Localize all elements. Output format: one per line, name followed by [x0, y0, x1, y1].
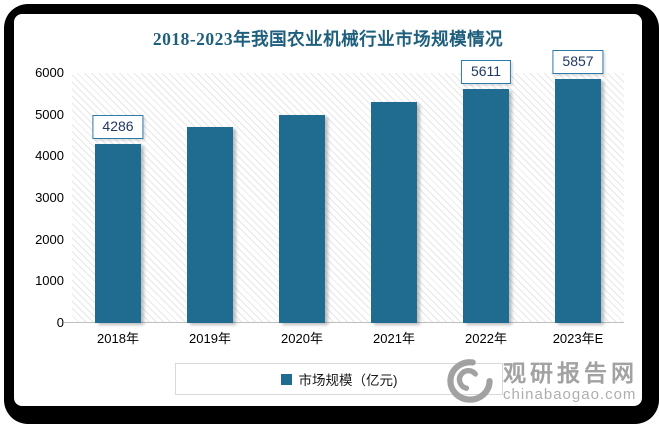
x-tick-label: 2018年: [97, 331, 139, 346]
plot-area: 4286 5611 5857: [64, 49, 624, 323]
bar-2023年E: [555, 78, 601, 323]
x-tick-label: 2023年E: [552, 331, 604, 346]
legend-label: 市场规模（亿元): [298, 373, 398, 388]
bar-2020年: [279, 114, 325, 323]
watermark-domain: chinabaogao.com: [503, 386, 637, 403]
bar-2021年: [371, 101, 417, 323]
x-tick-label: 2021年: [373, 331, 415, 346]
legend: 市场规模（亿元): [175, 363, 503, 395]
y-tick-label: 1000: [35, 273, 64, 289]
y-tick-label: 0: [56, 315, 64, 330]
y-tick-label: 3000: [35, 190, 64, 205]
x-tick-label: 2019年: [189, 331, 231, 346]
bar-2022年: [463, 89, 509, 323]
bar-2018年: [95, 144, 141, 323]
x-tick-label: 2020年: [281, 331, 323, 346]
x-tick-label: 2022年: [465, 331, 507, 346]
chart-card: 2018-2023年我国农业机械行业市场规模情况 4286 5611 5857 0 1…: [14, 14, 642, 406]
chart-title: 2018-2023年我国农业机械行业市场规模情况: [152, 29, 504, 49]
x-axis-line: [64, 322, 624, 323]
bar-2019年: [187, 127, 233, 323]
legend-marker-icon: [280, 373, 292, 385]
data-label: 5611: [460, 60, 512, 85]
y-tick-label: 2000: [35, 231, 64, 247]
y-tick-label: 5000: [35, 106, 64, 122]
watermark-site-name: 观研报告网: [503, 360, 638, 386]
data-label: 4286: [92, 115, 144, 140]
y-tick-label: 4000: [35, 148, 64, 164]
data-label: 5857: [552, 49, 604, 74]
watermark-text: 观研报告网 chinabaogao.com: [503, 360, 638, 404]
y-tick-label: 6000: [35, 65, 64, 80]
